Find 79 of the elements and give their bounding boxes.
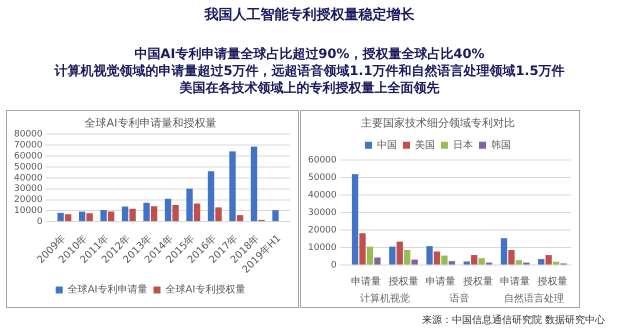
- x-tick-label: 申请量: [426, 276, 456, 288]
- y-tick-label: 60000: [14, 151, 43, 162]
- bar: [426, 246, 433, 264]
- bar: [250, 146, 258, 222]
- bar: [374, 257, 381, 264]
- y-tick-label: 20000: [14, 195, 43, 206]
- legend-label: 全球AI专利申请量: [68, 284, 148, 296]
- bar: [86, 213, 93, 222]
- x-tick-label: 申请量: [500, 276, 530, 288]
- bar: [389, 246, 396, 264]
- text: 计算机视觉领域的申请量超过5万件，远超语音领域1.1万件和自然语言处理领域1.5万件: [53, 63, 566, 80]
- bar: [471, 255, 478, 264]
- bar: [236, 215, 244, 222]
- bar: [129, 208, 136, 222]
- bar: [186, 188, 193, 222]
- bar: [516, 260, 522, 264]
- y-tick-label: 20000: [308, 225, 337, 236]
- bar: [404, 250, 410, 264]
- bar: [229, 151, 236, 222]
- bar: [448, 261, 456, 264]
- bar: [366, 246, 374, 264]
- bar: [172, 205, 179, 222]
- bar: [441, 256, 448, 264]
- y-tick-label: 10000: [308, 242, 337, 253]
- y-tick-label: 40000: [308, 190, 337, 200]
- source-note: 来源：中国信息通信研究院 数据研究中心: [422, 314, 605, 327]
- bar: [411, 260, 418, 264]
- bar: [143, 202, 150, 222]
- bar: [464, 262, 470, 264]
- text: 美国在各技术领域上的专利授权量上全面领先: [178, 80, 440, 97]
- bar: [78, 212, 86, 222]
- bar: [538, 259, 544, 264]
- y-tick-label: 40000: [14, 173, 43, 184]
- y-tick-label: 30000: [14, 184, 43, 194]
- bar: [122, 206, 128, 222]
- bar: [215, 207, 222, 222]
- bar: [359, 233, 366, 264]
- text: 语音: [449, 292, 470, 305]
- legend-label: 中国: [377, 138, 397, 151]
- text: 计算机视觉: [360, 292, 410, 305]
- x-tick-label: 授权量: [462, 276, 493, 288]
- x-tick-label: 申请量: [351, 276, 382, 288]
- legend-label: 全球AI专利授权量: [166, 284, 246, 296]
- bar: [194, 203, 200, 222]
- bar: [552, 262, 560, 264]
- bar: [208, 171, 214, 222]
- bar: [478, 258, 485, 264]
- legend-label: 韩国: [491, 138, 511, 151]
- y-tick-label: 10000: [14, 206, 43, 216]
- y-tick-label: 80000: [14, 130, 43, 140]
- y-tick-label: 30000: [308, 208, 337, 218]
- bar: [546, 255, 552, 264]
- text: 中国AI专利申请量全球占比超过90%，授权量全球占比40%: [133, 46, 486, 63]
- bar: [434, 252, 440, 264]
- bar: [57, 212, 64, 222]
- bar: [164, 198, 172, 222]
- legend-label: 美国: [415, 138, 435, 151]
- y-tick-label: 60000: [308, 156, 337, 166]
- bar: [64, 214, 72, 222]
- bar: [150, 206, 158, 222]
- y-tick-label: 70000: [14, 140, 43, 150]
- text: 我国人工智能专利授权量稳定增长: [203, 6, 416, 24]
- x-tick-label: 授权量: [537, 276, 568, 288]
- bar: [508, 250, 515, 264]
- chart-title: 全球AI专利申请量和授权量: [84, 116, 216, 130]
- y-tick-label: 0: [330, 260, 337, 270]
- y-tick-label: 50000: [308, 173, 337, 184]
- x-tick-label: 授权量: [388, 276, 418, 288]
- legend-label: 日本: [453, 138, 473, 151]
- bar: [272, 210, 279, 222]
- bar: [396, 242, 403, 264]
- text: 自然语言处理: [504, 292, 564, 305]
- bar: [352, 174, 358, 264]
- bar: [108, 211, 114, 222]
- bar: [500, 238, 508, 264]
- chart-title: 主要国家技术细分领域专利对比: [361, 116, 515, 130]
- y-tick-label: 0: [36, 216, 43, 227]
- y-tick-label: 50000: [14, 162, 43, 172]
- bar: [100, 210, 107, 222]
